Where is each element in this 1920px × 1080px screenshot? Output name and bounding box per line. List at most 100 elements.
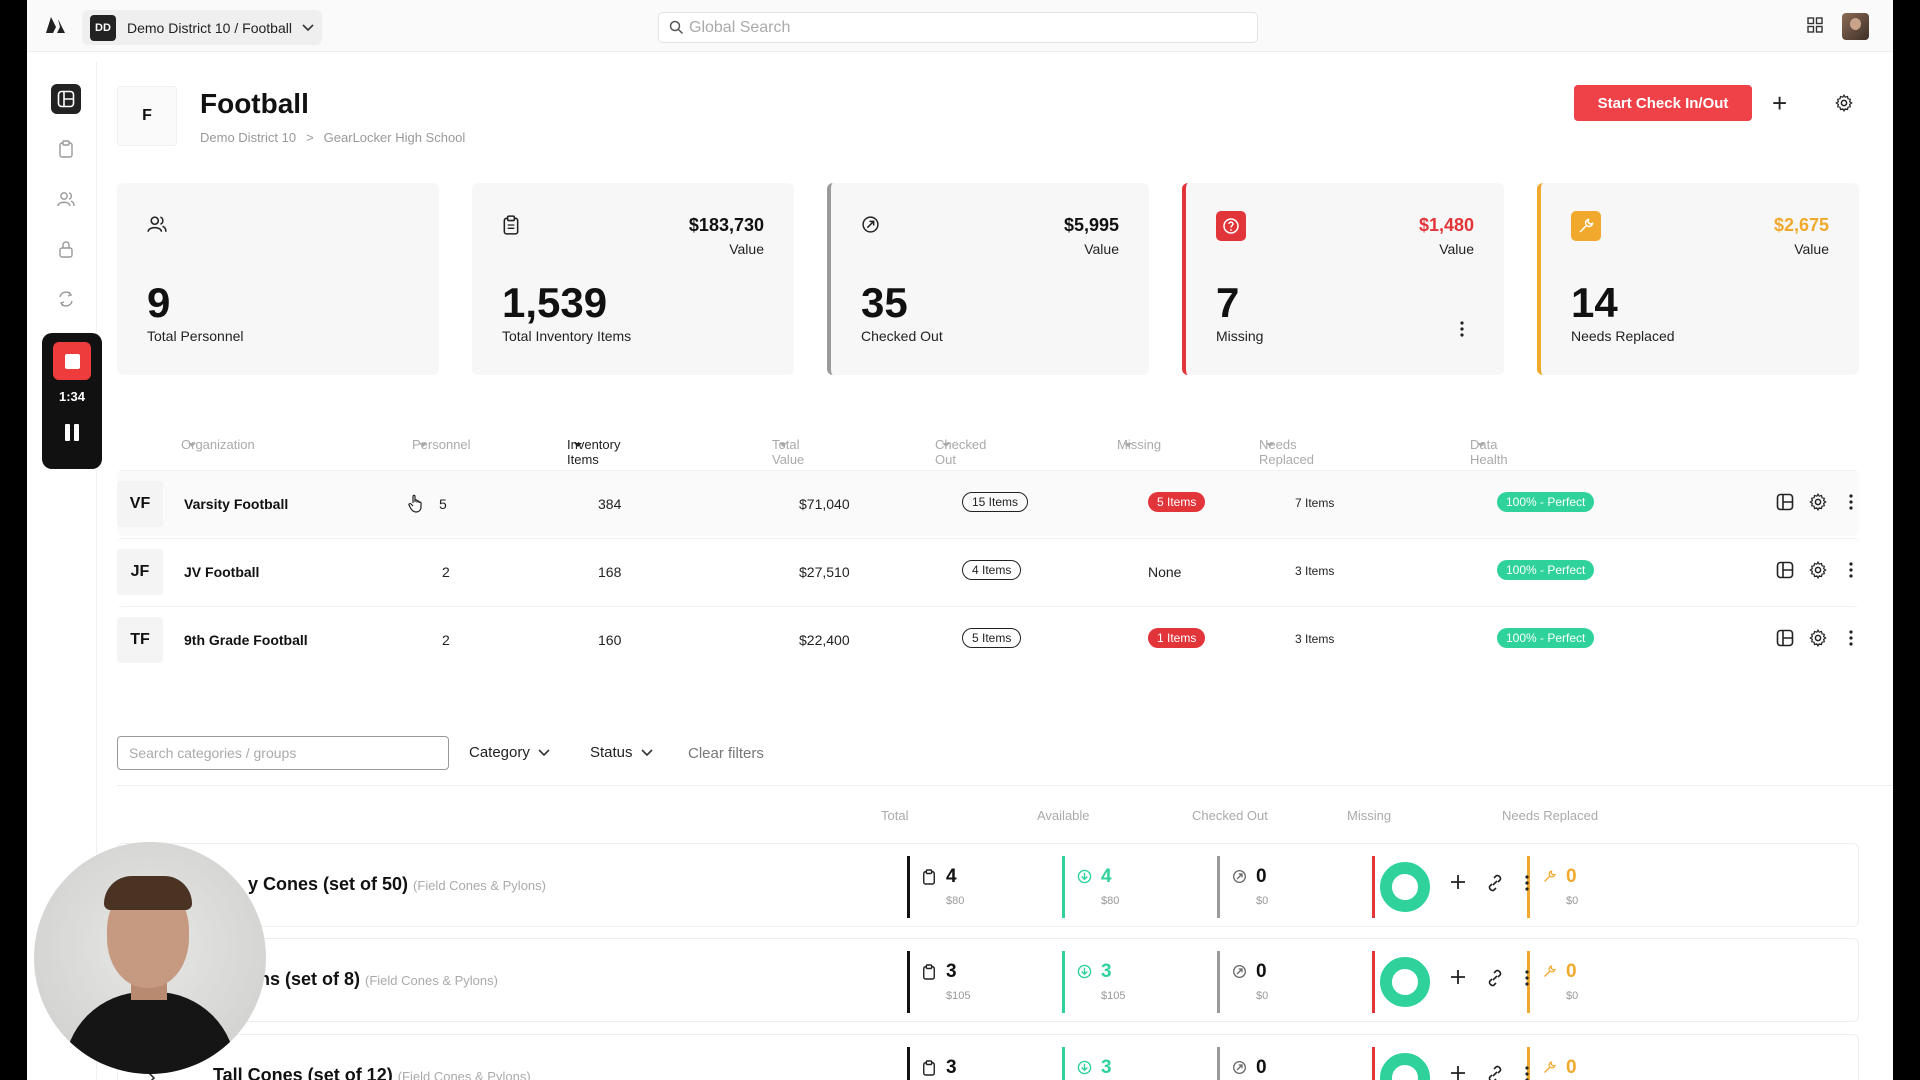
kebab-menu-icon[interactable] (1460, 321, 1464, 337)
gear-icon[interactable] (1809, 493, 1827, 511)
breadcrumb-district[interactable]: Demo District 10 (200, 130, 297, 145)
clear-filters-button[interactable]: Clear filters (688, 745, 764, 762)
breadcrumb-separator: > (306, 130, 314, 145)
inventory-count: 384 (598, 496, 622, 512)
start-check-in-out-button[interactable]: Start Check In/Out (1574, 85, 1752, 121)
global-search-input[interactable] (689, 18, 1257, 37)
dashboard-icon[interactable] (1776, 493, 1794, 511)
col-inventory-items[interactable]: Inventory Items (567, 437, 620, 467)
org-switcher[interactable]: DD Demo District 10 / Football (82, 10, 322, 45)
stat-sub: $80 (1101, 895, 1120, 907)
health-ring (1380, 862, 1430, 912)
chevron-down-icon (302, 23, 314, 31)
card-value-label: Value (1439, 241, 1474, 257)
dashboard-icon[interactable] (1776, 629, 1794, 647)
group-name[interactable]: y Cones (set of 50) (Field Cones & Pylons… (248, 874, 546, 895)
card-missing[interactable]: $1,480 Value 7 Missing (1182, 183, 1504, 375)
group-name[interactable]: Tall Cones (set of 12) (Field Cones & Pyl… (213, 1065, 531, 1080)
stat-total: 3 (907, 1047, 957, 1080)
stat-value: 0 (1566, 961, 1577, 982)
checked-out-badge[interactable]: 15 Items (962, 492, 1029, 512)
clipboard-icon (503, 215, 519, 235)
table-row[interactable]: TF 9th Grade Football 2 160 $22,400 5 It… (117, 606, 1859, 672)
sidebar-personnel[interactable] (51, 184, 81, 214)
sidebar-exchange[interactable] (51, 284, 81, 314)
col-checked-out[interactable]: Checked Out (935, 437, 986, 467)
plus-icon[interactable] (1450, 1065, 1466, 1080)
settings-gear-icon[interactable] (1835, 94, 1853, 112)
status-dropdown[interactable]: Status (590, 744, 653, 761)
checked-out-badge[interactable]: 4 Items (962, 560, 1022, 580)
kebab-menu-icon[interactable] (1524, 874, 1530, 892)
link-icon[interactable] (1486, 1065, 1504, 1080)
kebab-menu-icon[interactable] (1524, 969, 1530, 987)
missing-badge[interactable]: 5 Items (1148, 492, 1206, 512)
gear-icon[interactable] (1809, 629, 1827, 647)
download-circle-icon (1077, 1060, 1092, 1075)
kebab-menu-icon[interactable] (1842, 629, 1860, 647)
group-name[interactable]: ons (set of 8) (Field Cones & Pylons) (248, 969, 498, 990)
page-avatar: F (117, 86, 177, 146)
category-search-input[interactable] (117, 736, 449, 770)
org-abbr: TF (117, 617, 163, 663)
stop-recording-button[interactable] (53, 342, 91, 380)
kebab-menu-icon[interactable] (1524, 1065, 1530, 1080)
apps-grid-icon[interactable] (1807, 17, 1823, 33)
card-total-inventory[interactable]: $183,730 Value 1,539 Total Inventory Ite… (472, 183, 794, 375)
app-logo-icon[interactable] (45, 15, 67, 35)
sort-caret-icon (779, 443, 787, 447)
card-total-personnel[interactable]: 9 Total Personnel (117, 183, 439, 375)
link-icon[interactable] (1486, 969, 1504, 987)
org-name[interactable]: JV Football (184, 564, 260, 580)
group-category: (Field Cones & Pylons) (413, 878, 546, 893)
app-window: DD Demo District 10 / Football (27, 0, 1893, 1080)
category-dropdown[interactable]: Category (469, 744, 550, 761)
sidebar-inventory[interactable] (51, 134, 81, 164)
col-organization[interactable]: Organization (181, 437, 255, 452)
missing-badge[interactable]: 1 Items (1148, 628, 1206, 648)
card-checked-out[interactable]: $5,995 Value 35 Checked Out (827, 183, 1149, 375)
user-avatar[interactable] (1842, 13, 1869, 40)
list-item[interactable]: y Cones (set of 50) (Field Cones & Pylons… (117, 843, 1859, 927)
col-missing[interactable]: Missing (1117, 437, 1161, 452)
checked-out-badge[interactable]: 5 Items (962, 628, 1022, 648)
list-item[interactable]: ons (set of 8) (Field Cones & Pylons) 3 $… (117, 938, 1859, 1022)
health-badge: 100% - Perfect (1497, 560, 1595, 580)
list-item[interactable]: Tall Cones (set of 12) (Field Cones & Pyl… (117, 1034, 1859, 1080)
stat-available: 3 $105 (1062, 951, 1125, 1013)
plus-icon[interactable] (1450, 969, 1466, 985)
kebab-menu-icon[interactable] (1842, 561, 1860, 579)
lock-icon (59, 241, 73, 258)
stat-checked-out: 0 $0 (1217, 951, 1268, 1013)
inventory-count: 160 (598, 632, 622, 648)
download-circle-icon (1077, 964, 1092, 979)
col-needs-replaced[interactable]: Needs Replaced (1259, 437, 1314, 467)
plus-icon[interactable] (1450, 874, 1466, 890)
total-value: $71,040 (799, 496, 850, 512)
col-data-health-score[interactable]: Data Health Score (1470, 437, 1508, 482)
col-personnel[interactable]: Personnel (412, 437, 471, 452)
table-row[interactable]: JF JV Football 2 168 $27,510 4 Items Non… (117, 538, 1859, 604)
link-icon[interactable] (1486, 874, 1504, 892)
table-row[interactable]: VF Varsity Football 5 384 $71,040 15 Ite… (117, 470, 1859, 536)
stat-available: 3 (1062, 1047, 1112, 1080)
stat-value: 3 (946, 961, 957, 982)
org-name[interactable]: Varsity Football (184, 496, 289, 512)
breadcrumb-school[interactable]: GearLocker High School (323, 130, 466, 145)
col-total-value[interactable]: Total Value (772, 437, 804, 467)
global-search[interactable] (658, 12, 1258, 43)
sidebar-dashboard[interactable] (51, 84, 81, 114)
org-name[interactable]: 9th Grade Football (184, 632, 308, 648)
pause-icon[interactable] (64, 424, 80, 441)
sidebar-lockers[interactable] (51, 234, 81, 264)
clipboard-icon (59, 140, 73, 158)
chevron-right-icon[interactable] (148, 1072, 156, 1080)
card-needs-replaced[interactable]: $2,675 Value 14 Needs Replaced (1537, 183, 1859, 375)
gear-icon[interactable] (1809, 561, 1827, 579)
kebab-menu-icon[interactable] (1842, 493, 1860, 511)
sort-caret-icon (419, 443, 427, 447)
plus-icon[interactable]: + (1772, 88, 1788, 118)
needs-replaced-count: 3 Items (1295, 632, 1335, 646)
col-total: Total (881, 808, 909, 823)
dashboard-icon[interactable] (1776, 561, 1794, 579)
